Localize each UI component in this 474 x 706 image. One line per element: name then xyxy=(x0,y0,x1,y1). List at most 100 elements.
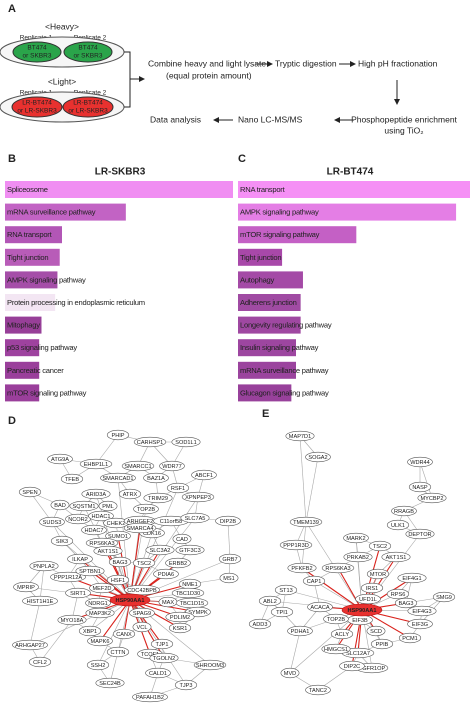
node-label: PAFAH1B2 xyxy=(136,695,164,701)
node xyxy=(407,456,433,468)
node xyxy=(274,584,298,596)
node xyxy=(50,571,86,583)
node-label: KSR1 xyxy=(173,626,188,632)
node-label: DIP2B xyxy=(220,519,236,525)
hub-edge xyxy=(79,558,131,601)
node-label: AKT1S1 xyxy=(386,555,407,561)
node xyxy=(50,535,74,547)
node xyxy=(191,469,217,481)
node xyxy=(248,618,272,630)
node xyxy=(218,553,242,565)
node-label: SPTBN1 xyxy=(79,569,101,575)
node xyxy=(149,652,179,664)
node xyxy=(175,544,205,556)
workflow-step: using TiO₂ xyxy=(384,125,423,135)
node-label: TCOF1 xyxy=(141,652,159,658)
node-label: WDR77 xyxy=(162,464,182,470)
bar xyxy=(238,181,470,198)
node-label: GTF3C3 xyxy=(179,548,200,554)
node-label: CDC42BPB xyxy=(127,588,157,594)
node xyxy=(100,472,136,484)
node xyxy=(407,605,437,617)
node xyxy=(386,588,410,600)
node-label: MYCBP2 xyxy=(420,496,443,502)
node xyxy=(129,607,155,619)
bar-label: mTOR signaling pathway xyxy=(240,230,320,239)
hub-label: HSP90AA1 xyxy=(116,598,145,604)
node xyxy=(69,500,99,512)
node-label: ATRX xyxy=(123,492,138,498)
cell-line: or SKBR3 xyxy=(74,53,103,60)
hub-label: HSP90AA1 xyxy=(348,608,377,614)
node-label: TFEB xyxy=(65,477,80,483)
node-label: WDR44 xyxy=(410,460,430,466)
node-label: TPI1 xyxy=(276,610,288,616)
node-label: ERBB2 xyxy=(169,561,187,567)
node-label: HIST1H1E xyxy=(27,599,54,605)
cell-line: BT474 xyxy=(78,45,98,52)
node-label: PDIA6 xyxy=(158,572,174,578)
node xyxy=(81,488,111,500)
edge xyxy=(419,461,433,499)
node-label: SQSTM1 xyxy=(72,504,95,510)
node xyxy=(394,597,418,609)
node xyxy=(67,553,93,565)
node-label: SIRT1 xyxy=(70,591,86,597)
node-label: XBP1 xyxy=(83,629,97,635)
node xyxy=(370,638,394,650)
node-label: SUMO1 xyxy=(108,534,128,540)
edge xyxy=(39,565,45,602)
node-label: SHROOM3 xyxy=(196,663,224,669)
node xyxy=(407,618,433,630)
node-label: HDAC7 xyxy=(85,528,104,534)
workflow-step: Nano LC-MS/MS xyxy=(238,114,303,124)
node xyxy=(366,625,386,637)
bar xyxy=(238,271,303,289)
node xyxy=(28,656,52,668)
node xyxy=(174,679,198,691)
node xyxy=(132,557,156,569)
node xyxy=(166,482,190,494)
node-label: SLC3A2 xyxy=(150,548,171,554)
node xyxy=(159,460,185,472)
node xyxy=(153,568,179,580)
bar-label: Tight junction xyxy=(240,253,281,262)
node-label: C11orf58 xyxy=(160,519,183,525)
node-label: ILKAP xyxy=(72,557,88,563)
node-label: SLC12A7 xyxy=(346,651,370,657)
node-label: PDHA1 xyxy=(291,629,310,635)
node-label: BAZ1A xyxy=(147,476,165,482)
workflow-step: Phosphopeptide enrichment xyxy=(351,114,457,124)
hub-edge xyxy=(129,599,163,645)
bar xyxy=(5,226,62,244)
node-label: MAP7D1 xyxy=(289,434,311,440)
node xyxy=(171,436,201,448)
node-label: RPS6 xyxy=(391,592,406,598)
node xyxy=(121,460,155,472)
bar xyxy=(238,203,457,221)
node-label: NASP xyxy=(412,485,428,491)
node xyxy=(287,562,317,574)
node xyxy=(86,659,110,671)
node xyxy=(75,565,105,577)
node xyxy=(165,611,195,623)
node xyxy=(57,614,87,626)
heavy-label: <Heavy> xyxy=(45,21,79,31)
bar xyxy=(5,248,60,266)
node xyxy=(305,684,331,696)
node xyxy=(78,625,102,637)
edge xyxy=(129,487,179,601)
node xyxy=(12,639,48,651)
node xyxy=(95,677,125,689)
node xyxy=(323,613,349,625)
node xyxy=(343,551,373,563)
node xyxy=(89,582,115,594)
node-label: NME1 xyxy=(182,582,198,588)
node-label: SOGA2 xyxy=(308,455,327,461)
hub-edge xyxy=(337,567,363,611)
panel-label: D xyxy=(8,415,16,427)
node-label: RPS6KA3 xyxy=(89,541,114,547)
node-label: UFD1L xyxy=(359,597,377,603)
node-label: RRAGB xyxy=(394,509,414,515)
workflow-step: High pH fractionation xyxy=(358,58,438,68)
